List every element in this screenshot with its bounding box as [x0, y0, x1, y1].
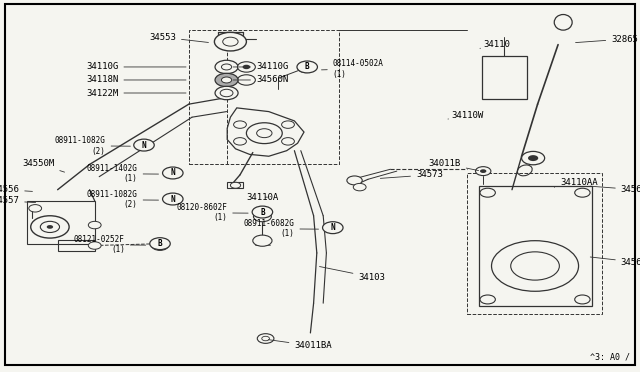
Circle shape — [492, 241, 579, 291]
Bar — [482, 56, 527, 99]
Circle shape — [88, 221, 101, 229]
Circle shape — [282, 121, 294, 128]
Circle shape — [237, 62, 255, 72]
Text: 34118N: 34118N — [86, 76, 186, 84]
Text: B: B — [260, 208, 265, 217]
Circle shape — [297, 61, 317, 73]
Text: ^3: A0 /: ^3: A0 / — [590, 353, 630, 362]
Circle shape — [29, 205, 42, 212]
Text: 34110: 34110 — [480, 40, 510, 49]
Circle shape — [220, 89, 233, 97]
Circle shape — [221, 77, 232, 83]
Text: 34110G: 34110G — [86, 62, 186, 71]
Text: 08911-1082G
(2): 08911-1082G (2) — [87, 190, 159, 209]
Bar — [467, 173, 602, 314]
Text: 34110AA: 34110AA — [554, 178, 598, 187]
Circle shape — [134, 139, 154, 151]
Circle shape — [575, 188, 590, 197]
Circle shape — [253, 235, 272, 246]
Text: 34110W: 34110W — [448, 111, 483, 120]
Circle shape — [257, 334, 274, 343]
Circle shape — [243, 65, 250, 69]
Circle shape — [31, 216, 69, 238]
Circle shape — [480, 188, 495, 197]
Text: N: N — [141, 141, 147, 150]
Circle shape — [47, 225, 53, 229]
Text: 34560N: 34560N — [233, 76, 288, 84]
Text: 08911-1082G
(2): 08911-1082G (2) — [55, 136, 131, 155]
Circle shape — [215, 60, 238, 74]
Circle shape — [214, 32, 246, 51]
Text: N: N — [170, 169, 175, 177]
Circle shape — [575, 295, 590, 304]
Text: B: B — [157, 239, 163, 248]
Circle shape — [347, 176, 362, 185]
Circle shape — [88, 242, 101, 249]
Text: 34556: 34556 — [0, 185, 33, 194]
Bar — [189, 30, 339, 164]
Circle shape — [234, 138, 246, 145]
Circle shape — [221, 64, 232, 70]
Text: 34573: 34573 — [380, 170, 443, 179]
Circle shape — [246, 123, 282, 144]
Circle shape — [156, 243, 164, 248]
Circle shape — [163, 193, 183, 205]
Circle shape — [323, 222, 343, 234]
Circle shape — [215, 86, 238, 100]
Circle shape — [163, 167, 183, 179]
Text: 34565E: 34565E — [590, 257, 640, 267]
Text: 34557: 34557 — [0, 196, 36, 205]
Circle shape — [253, 211, 271, 222]
Circle shape — [215, 73, 238, 87]
Circle shape — [237, 75, 255, 85]
Text: 34110A: 34110A — [246, 193, 278, 202]
Circle shape — [298, 63, 314, 73]
Circle shape — [511, 252, 559, 280]
Circle shape — [40, 221, 60, 232]
Text: 08114-0502A
(1): 08114-0502A (1) — [321, 59, 383, 78]
Circle shape — [257, 129, 272, 138]
Circle shape — [282, 138, 294, 145]
Circle shape — [150, 238, 170, 250]
Text: 34553: 34553 — [149, 33, 209, 42]
Circle shape — [522, 151, 545, 165]
Circle shape — [152, 241, 168, 250]
Text: B: B — [305, 62, 310, 71]
Circle shape — [480, 169, 486, 173]
Circle shape — [353, 183, 366, 191]
Polygon shape — [227, 182, 243, 188]
Circle shape — [528, 155, 538, 161]
Text: 34550M: 34550M — [22, 159, 65, 172]
Text: N: N — [330, 223, 335, 232]
Circle shape — [476, 167, 491, 176]
Text: 34565M: 34565M — [590, 185, 640, 194]
Text: 34011BA: 34011BA — [268, 340, 332, 350]
Circle shape — [234, 121, 246, 128]
Text: 08911-1402G
(1): 08911-1402G (1) — [87, 164, 159, 183]
Text: N: N — [170, 195, 175, 203]
Text: 08911-6082G
(1): 08911-6082G (1) — [244, 219, 319, 238]
Text: 34110G: 34110G — [233, 62, 288, 71]
Circle shape — [252, 206, 273, 218]
Text: 32865: 32865 — [575, 35, 638, 44]
Circle shape — [230, 182, 241, 188]
Text: 34122M: 34122M — [86, 89, 186, 97]
Circle shape — [223, 37, 238, 46]
Text: 08121-0252F
(1): 08121-0252F (1) — [74, 235, 146, 254]
Circle shape — [262, 336, 269, 341]
Text: 34103: 34103 — [319, 266, 385, 282]
Text: 34011B: 34011B — [429, 159, 479, 171]
Circle shape — [480, 295, 495, 304]
Text: 08120-8602F
(1): 08120-8602F (1) — [177, 203, 248, 222]
